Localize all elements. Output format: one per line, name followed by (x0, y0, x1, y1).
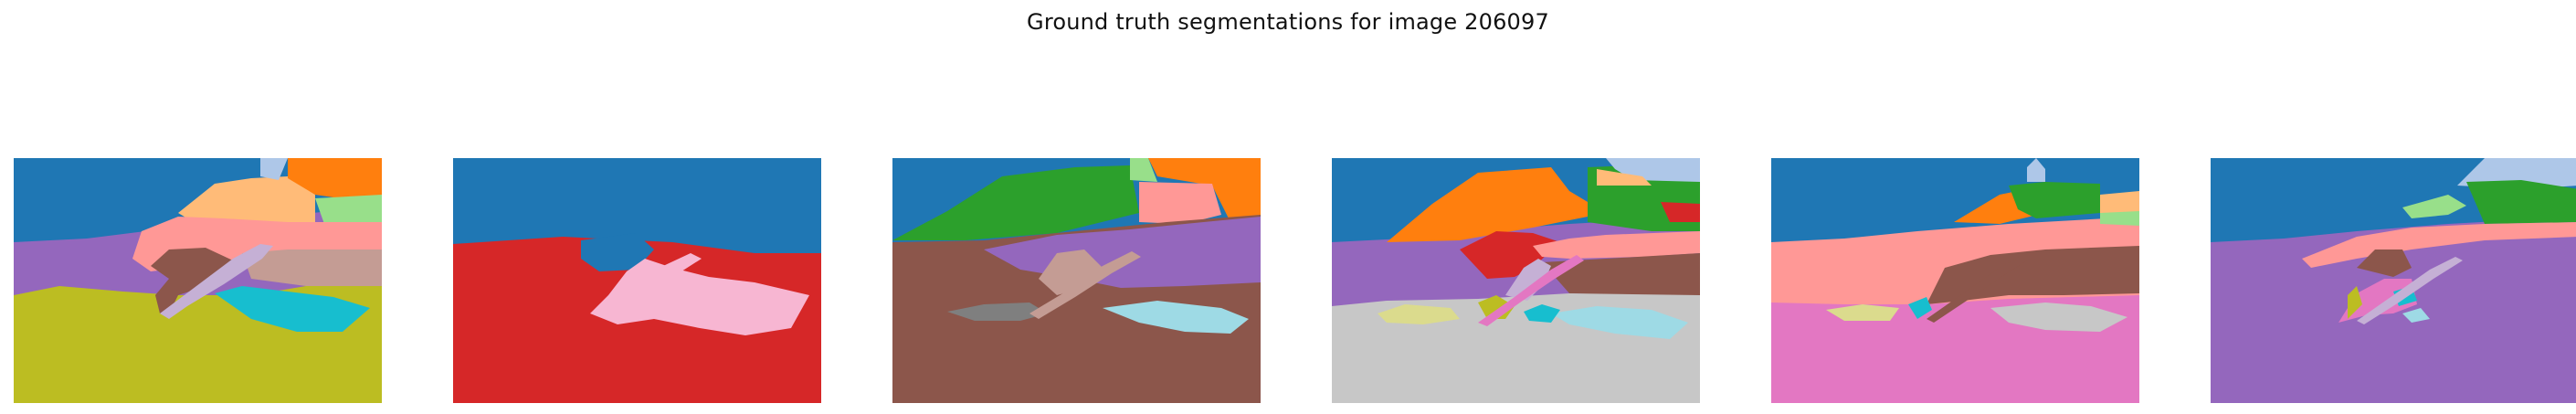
segmentation-panel-4 (1332, 158, 1700, 403)
segmentation-panel-1 (14, 158, 382, 403)
segmentation-map-3 (892, 158, 1261, 403)
segmentation-panel-5 (1771, 158, 2139, 403)
segmentation-map-1 (14, 158, 382, 403)
segmentation-map-4 (1332, 158, 1700, 403)
segmentation-panel-6 (2211, 158, 2576, 403)
segmentation-map-2 (453, 158, 821, 403)
segmentation-map-6 (2211, 158, 2576, 403)
figure-title: Ground truth segmentations for image 206… (1027, 9, 1549, 35)
segmentation-map-5 (1771, 158, 2139, 403)
segmentation-panel-3 (892, 158, 1261, 403)
segmentation-panel-2 (453, 158, 821, 403)
